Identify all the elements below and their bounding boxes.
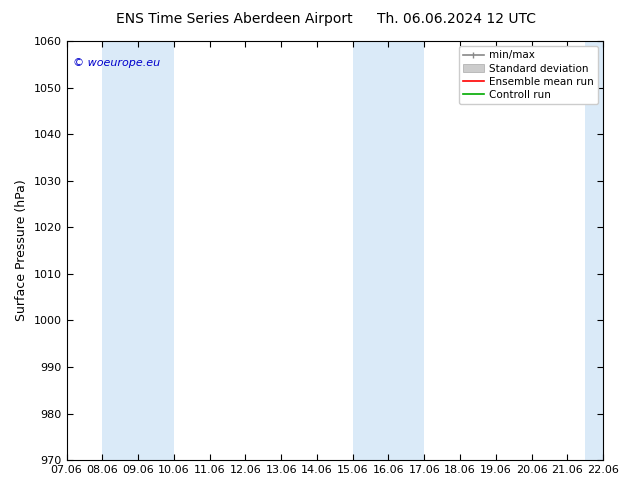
Legend: min/max, Standard deviation, Ensemble mean run, Controll run: min/max, Standard deviation, Ensemble me… <box>459 46 598 104</box>
Bar <box>102 41 174 460</box>
Bar <box>353 41 424 460</box>
Bar <box>585 41 634 460</box>
Text: © woeurope.eu: © woeurope.eu <box>73 58 160 68</box>
Text: ENS Time Series Aberdeen Airport: ENS Time Series Aberdeen Airport <box>116 12 353 26</box>
Text: Th. 06.06.2024 12 UTC: Th. 06.06.2024 12 UTC <box>377 12 536 26</box>
Y-axis label: Surface Pressure (hPa): Surface Pressure (hPa) <box>15 180 28 321</box>
